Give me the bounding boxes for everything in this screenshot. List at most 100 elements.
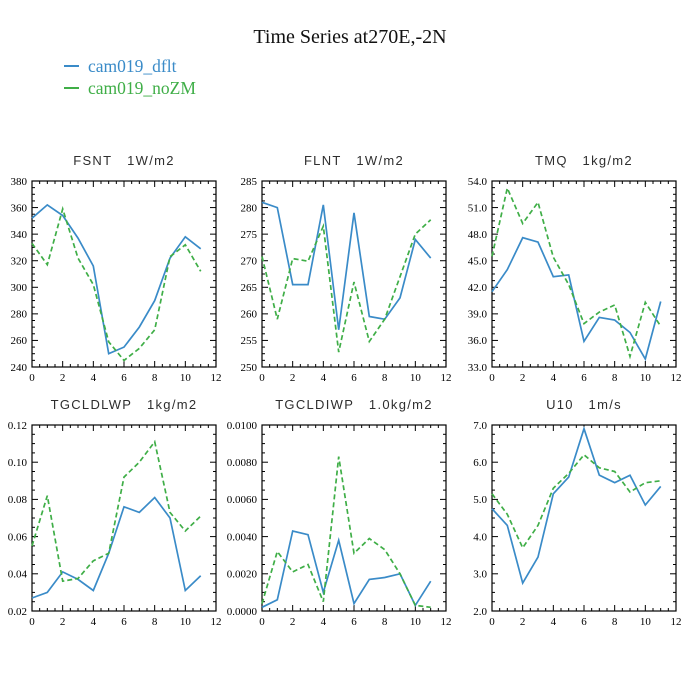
axis-ticks	[31, 180, 217, 368]
plot-frame	[261, 180, 447, 368]
svg-text:54.0: 54.0	[468, 176, 488, 188]
svg-text:3.0: 3.0	[473, 569, 487, 581]
svg-text:4: 4	[91, 616, 97, 628]
svg-text:0.0000: 0.0000	[227, 606, 258, 618]
svg-text:0.0040: 0.0040	[227, 531, 258, 543]
svg-text:6: 6	[121, 616, 127, 628]
svg-text:0.12: 0.12	[8, 420, 27, 432]
svg-text:7.0: 7.0	[473, 420, 487, 432]
svg-text:12: 12	[671, 372, 682, 384]
svg-text:0: 0	[489, 616, 495, 628]
svg-text:2: 2	[60, 372, 66, 384]
svg-text:340: 340	[11, 229, 28, 241]
svg-text:0.0060: 0.0060	[227, 494, 258, 506]
svg-text:36.0: 36.0	[468, 335, 488, 347]
svg-text:285: 285	[241, 176, 258, 188]
svg-text:8: 8	[382, 616, 388, 628]
series-line-cam019_dflt	[261, 201, 432, 330]
svg-text:2: 2	[520, 616, 526, 628]
series-line-cam019_dflt	[491, 425, 662, 586]
legend-item-cam019-dflt: cam019_dflt	[64, 55, 196, 77]
subplot-tmq: TMQ 1kg/m2 54.0 51.0 48.0 45.0 42.0 39.0 36.0 33…	[468, 153, 682, 384]
figure-title: Time Series at270E,-2N	[253, 26, 447, 48]
series-line-cam019_dflt	[261, 529, 432, 609]
y-tick-labels: 0.12 0.10 0.08 0.06 0.04 0.02	[8, 420, 28, 618]
svg-text:8: 8	[382, 372, 388, 384]
subplot-title-flnt: FLNT 1W/m2	[304, 153, 404, 168]
svg-text:270: 270	[241, 256, 258, 268]
series-line-cam019_noZM	[31, 205, 202, 362]
svg-text:380: 380	[11, 176, 28, 188]
svg-text:2: 2	[290, 616, 296, 628]
svg-text:280: 280	[241, 202, 258, 214]
svg-text:6.0: 6.0	[473, 457, 487, 469]
legend: cam019_dflt cam019_noZM	[64, 55, 196, 99]
svg-text:0: 0	[29, 372, 35, 384]
svg-text:4: 4	[91, 372, 97, 384]
svg-text:0.08: 0.08	[8, 494, 28, 506]
svg-text:0: 0	[259, 372, 265, 384]
svg-text:6: 6	[351, 372, 357, 384]
y-tick-labels: 285 280 275 270 265 260 255 250	[241, 176, 258, 374]
svg-text:10: 10	[180, 616, 192, 628]
y-tick-labels: 0.0100 0.0080 0.0060 0.0040 0.0020 0.0000	[227, 420, 258, 618]
svg-text:255: 255	[241, 335, 258, 347]
x-tick-labels: 0 2 4 6 8 10 12	[259, 372, 451, 384]
subplot-tgcldiwp: TGCLDIWP 1.0kg/m2 0.0100 0.0080 0.0060 0.004…	[227, 397, 452, 628]
subplot-title-tmq: TMQ 1kg/m2	[535, 153, 633, 168]
svg-text:6: 6	[121, 372, 127, 384]
svg-text:48.0: 48.0	[468, 229, 488, 241]
svg-text:12: 12	[211, 372, 222, 384]
legend-line-swatch-noZM	[64, 86, 79, 90]
x-tick-labels: 0 2 4 6 8 10 12	[489, 616, 681, 628]
svg-text:250: 250	[241, 362, 258, 374]
plot-frame	[491, 180, 677, 368]
series-line-cam019_noZM	[261, 456, 431, 609]
svg-text:10: 10	[180, 372, 192, 384]
series-line-cam019_noZM	[261, 219, 432, 353]
svg-text:45.0: 45.0	[468, 256, 488, 268]
x-tick-labels: 0 2 4 6 8 10 12	[29, 372, 221, 384]
x-tick-labels: 0 2 4 6 8 10 12	[489, 372, 681, 384]
svg-text:0.0100: 0.0100	[227, 420, 258, 432]
subplot-u10: U10 1m/s 7.0 6.0 5.0 4.0 3.0 2.00 2 4 6 8 10 12	[473, 397, 681, 628]
svg-text:275: 275	[241, 229, 258, 241]
svg-text:4.0: 4.0	[473, 531, 487, 543]
series-line-cam019_noZM	[491, 453, 661, 550]
svg-text:4: 4	[551, 372, 557, 384]
svg-text:12: 12	[441, 616, 452, 628]
series-line-cam019_dflt	[31, 496, 202, 599]
plot-frame	[491, 424, 677, 612]
svg-text:0.06: 0.06	[8, 531, 28, 543]
plot-frame	[31, 424, 217, 612]
svg-text:33.0: 33.0	[468, 362, 488, 374]
svg-text:0.10: 0.10	[8, 457, 28, 469]
svg-text:6: 6	[581, 372, 587, 384]
svg-text:10: 10	[410, 616, 422, 628]
plot-frame	[31, 180, 217, 368]
svg-text:240: 240	[11, 362, 28, 374]
legend-line-swatch-dflt	[64, 64, 79, 68]
svg-text:6: 6	[581, 616, 587, 628]
svg-text:12: 12	[211, 616, 222, 628]
plot-frame	[261, 424, 447, 612]
svg-text:280: 280	[11, 309, 28, 321]
svg-text:4: 4	[551, 616, 557, 628]
svg-text:360: 360	[11, 202, 28, 214]
svg-text:2: 2	[520, 372, 526, 384]
svg-text:10: 10	[640, 372, 652, 384]
subplot-tgcldlwp: TGCLDLWP 1kg/m2 0.12 0.10 0.08 0.06 0.04 0.020…	[8, 397, 222, 628]
svg-text:0.0020: 0.0020	[227, 569, 258, 581]
svg-text:39.0: 39.0	[468, 309, 488, 321]
svg-text:260: 260	[241, 309, 258, 321]
y-tick-labels: 380 360 340 320 300 280 260 240	[11, 176, 28, 374]
svg-text:0.0080: 0.0080	[227, 457, 258, 469]
svg-text:4: 4	[321, 372, 327, 384]
svg-text:12: 12	[671, 616, 682, 628]
series-line-cam019_noZM	[491, 185, 662, 360]
svg-text:2: 2	[60, 616, 66, 628]
svg-text:260: 260	[11, 335, 28, 347]
